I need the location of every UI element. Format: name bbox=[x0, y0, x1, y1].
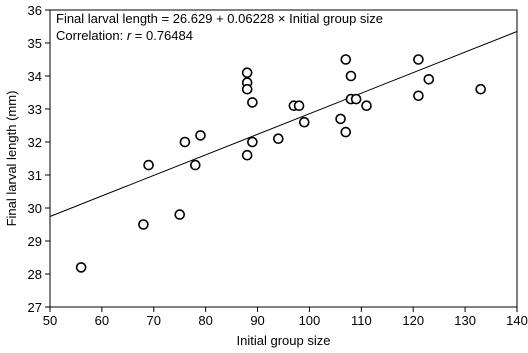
correlation-symbol: r bbox=[127, 28, 132, 43]
y-tick-label: 36 bbox=[28, 3, 42, 18]
data-point bbox=[475, 83, 486, 95]
data-point bbox=[247, 97, 258, 108]
data-point bbox=[361, 100, 372, 111]
data-point bbox=[340, 126, 352, 138]
x-tick-label: 120 bbox=[402, 313, 424, 328]
data-point bbox=[189, 159, 201, 171]
correlation-value: = 0.76484 bbox=[131, 28, 193, 43]
data-point bbox=[247, 136, 258, 148]
plot-area bbox=[49, 9, 518, 308]
data-point bbox=[298, 116, 310, 128]
y-tick-label: 29 bbox=[28, 234, 42, 249]
data-point bbox=[179, 136, 191, 148]
x-tick-label: 70 bbox=[147, 313, 161, 328]
y-axis: 27 28 29 30 31 32 33 34 35 36 bbox=[28, 3, 50, 315]
x-tick-label: 50 bbox=[43, 313, 57, 328]
data-point bbox=[75, 262, 87, 273]
y-tick-label: 33 bbox=[28, 102, 42, 117]
data-point bbox=[273, 133, 284, 144]
x-tick-label: 130 bbox=[454, 313, 476, 328]
y-tick-label: 31 bbox=[28, 168, 42, 183]
correlation-annotation: Correlation: r = 0.76484 bbox=[56, 28, 193, 43]
x-tick-label: 90 bbox=[250, 313, 264, 328]
data-points bbox=[75, 54, 486, 273]
data-point bbox=[413, 54, 424, 65]
x-axis: 50 60 70 80 90 100 110 120 130 140 bbox=[43, 307, 528, 328]
data-point bbox=[143, 159, 154, 171]
regression-line bbox=[49, 31, 518, 217]
data-point bbox=[241, 149, 253, 161]
data-point bbox=[413, 90, 424, 102]
data-point bbox=[241, 83, 253, 95]
data-point bbox=[345, 70, 357, 82]
y-tick-label: 32 bbox=[28, 135, 42, 150]
y-axis-title: Final larval length (mm) bbox=[4, 91, 19, 227]
y-tick-label: 34 bbox=[28, 69, 42, 84]
data-point bbox=[195, 130, 206, 141]
data-point bbox=[293, 100, 305, 111]
data-point bbox=[350, 93, 362, 105]
correlation-prefix: Correlation: bbox=[56, 28, 127, 43]
data-point bbox=[174, 209, 186, 220]
equation-annotation: Final larval length = 26.629 + 0.06228 ×… bbox=[56, 11, 383, 26]
data-point bbox=[335, 113, 346, 125]
y-tick-label: 28 bbox=[28, 267, 42, 282]
y-tick-label: 30 bbox=[28, 201, 42, 216]
data-point bbox=[340, 54, 352, 65]
x-tick-label: 60 bbox=[95, 313, 109, 328]
x-tick-label: 80 bbox=[198, 313, 212, 328]
x-axis-title: Initial group size bbox=[237, 333, 331, 348]
x-tick-label: 110 bbox=[351, 313, 372, 328]
y-tick-label: 35 bbox=[28, 36, 42, 51]
data-point bbox=[138, 219, 149, 230]
y-tick-label: 27 bbox=[28, 300, 42, 315]
data-point bbox=[423, 74, 435, 85]
x-tick-label: 100 bbox=[299, 313, 321, 328]
data-point bbox=[241, 67, 253, 78]
x-tick-label: 140 bbox=[506, 313, 528, 328]
